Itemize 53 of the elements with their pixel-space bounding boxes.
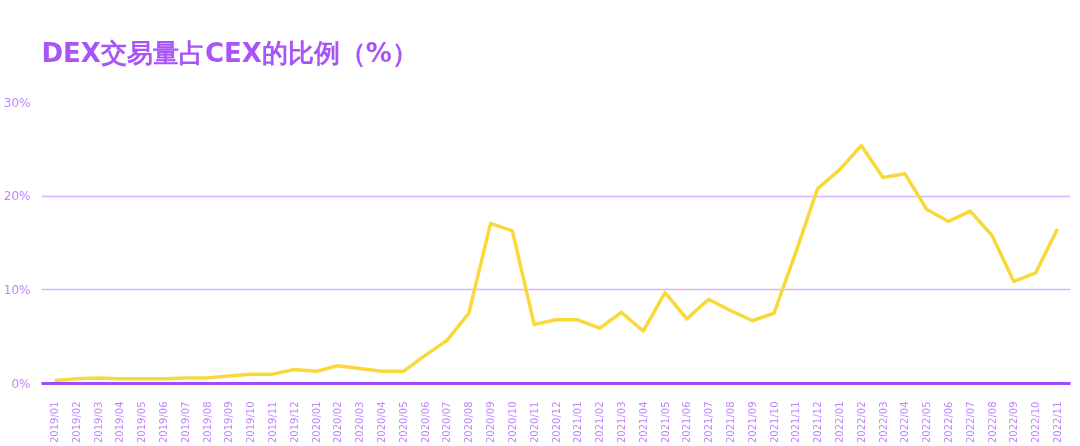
y-tick-label: 20% [3, 189, 31, 204]
x-tick-label: 2019/01 [49, 401, 61, 444]
x-tick-label: 2021/07 [703, 401, 715, 444]
x-tick-label: 2021/02 [594, 401, 606, 444]
y-tick-label: 0% [11, 376, 31, 391]
x-tick-label: 2020/02 [332, 401, 344, 444]
x-tick-label: 2021/03 [615, 401, 627, 444]
x-tick-label: 2022/09 [1008, 401, 1020, 444]
x-tick-label: 2019/02 [70, 401, 82, 444]
x-tick-label: 2021/09 [746, 401, 758, 444]
x-tick-label: 2019/10 [245, 401, 257, 444]
x-tick-label: 2021/04 [637, 401, 649, 444]
x-tick-label: 2019/06 [158, 401, 170, 444]
x-tick-label: 2022/02 [855, 401, 867, 444]
x-tick-label: 2020/09 [485, 401, 497, 444]
x-tick-label: 2020/08 [463, 401, 475, 444]
x-tick-label: 2020/06 [419, 401, 431, 444]
x-tick-label: 2019/03 [92, 401, 104, 444]
x-tick-label: 2022/08 [986, 401, 998, 444]
x-tick-label: 2022/03 [877, 401, 889, 444]
x-tick-label: 2020/01 [310, 401, 322, 444]
x-tick-label: 2019/08 [201, 401, 213, 444]
x-tick-label: 2022/01 [833, 401, 845, 444]
x-tick-label: 2020/04 [376, 401, 388, 444]
x-tick-label: 2020/11 [528, 401, 540, 444]
x-tick-label: 2019/07 [179, 401, 191, 444]
chart-title: DEX交易量占CEX的比例（%） [41, 37, 418, 68]
x-tick-label: 2022/11 [1051, 401, 1063, 444]
x-tick-label: 2020/07 [441, 401, 453, 444]
x-tick-label: 2021/06 [681, 401, 693, 444]
x-tick-label: 2022/07 [964, 401, 976, 444]
x-tick-label: 2021/11 [790, 401, 802, 444]
x-tick-label: 2022/04 [899, 401, 911, 444]
x-tick-label: 2021/08 [724, 401, 736, 444]
x-tick-label: 2019/12 [288, 401, 300, 444]
x-tick-label: 2021/05 [659, 401, 671, 444]
x-tick-label: 2019/11 [267, 401, 279, 444]
x-tick-label: 2021/10 [768, 401, 780, 444]
y-tick-label: 30% [3, 95, 31, 110]
x-tick-label: 2022/05 [921, 401, 933, 444]
x-tick-label: 2019/09 [223, 401, 235, 444]
x-tick-label: 2022/06 [942, 401, 954, 444]
x-tick-label: 2020/10 [506, 401, 518, 444]
x-tick-label: 2020/12 [550, 401, 562, 444]
x-tick-label: 2021/01 [572, 401, 584, 444]
line-series [52, 143, 1060, 383]
y-tick-label: 10% [3, 282, 31, 297]
x-tick-label: 2019/05 [136, 401, 148, 444]
x-tick-label: 2021/12 [812, 401, 824, 444]
x-tick-label: 2020/05 [397, 401, 409, 444]
x-tick-label: 2019/04 [114, 401, 126, 444]
x-tick-label: 2020/03 [354, 401, 366, 444]
x-tick-label: 2022/10 [1030, 401, 1042, 444]
